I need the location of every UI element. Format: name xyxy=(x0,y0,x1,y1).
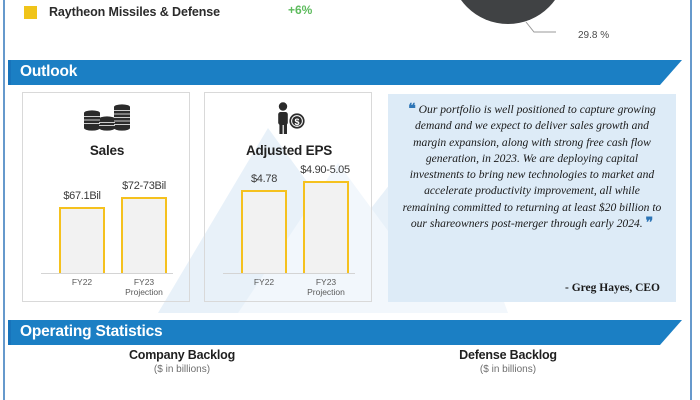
pie-slice-percent-label: 29.8 % xyxy=(578,30,610,41)
banner-accent-tick xyxy=(8,60,11,85)
chart-baseline-eps xyxy=(223,273,355,274)
kpi-card-adjusted-eps: $ Adjusted EPS $4.78 FY22 $4.90-5.05 FY2… xyxy=(204,92,372,302)
bar-sales-fy23[interactable] xyxy=(121,197,167,273)
bar-category-sales-fy23: FY23 Projection xyxy=(98,277,190,297)
opstat-column-company-backlog: Company Backlog ($ in billions) xyxy=(32,348,332,375)
opstat-subtitle-company-backlog: ($ in billions) xyxy=(153,364,211,375)
pie-leader-line xyxy=(525,21,556,33)
bar-value-eps-fy22: $4.78 xyxy=(250,173,278,185)
ceo-quote-panel: ❝ Our portfolio is well positioned to ca… xyxy=(388,94,676,302)
banner-accent-tick xyxy=(8,320,11,345)
opstat-title-company-backlog: Company Backlog xyxy=(128,348,236,362)
outlook-content: Sales $67.1Bil FY22 $72-73Bil FY23 Proje… xyxy=(8,88,682,313)
bar-eps-fy22[interactable] xyxy=(241,190,287,273)
kpi-title-adjusted-eps: Adjusted EPS xyxy=(245,143,333,158)
opstat-title-defense-backlog: Defense Backlog xyxy=(459,348,557,362)
person-dollar-icon: $ xyxy=(205,101,373,141)
bar-sales-fy22[interactable] xyxy=(59,207,105,273)
bar-chart-adjusted-eps: $4.78 FY22 $4.90-5.05 FY23 Projection xyxy=(205,164,373,300)
bar-category-line-1: FY23 xyxy=(315,277,337,287)
bar-value-sales-fy22: $67.1Bil xyxy=(63,190,101,202)
bar-category-line-2: Projection xyxy=(307,287,345,297)
bar-eps-fy23[interactable] xyxy=(303,181,349,273)
bar-category-eps-fy22: FY22 xyxy=(253,277,275,287)
coin-stacks-svg xyxy=(84,104,130,131)
section-banner-operating-statistics: Operating Statistics xyxy=(8,320,682,345)
bar-category-eps-fy23: FY23 Projection xyxy=(280,277,372,297)
kpi-title-sales: Sales xyxy=(89,143,125,158)
page-left-border xyxy=(3,0,5,400)
ceo-quote-body: Our portfolio is well positioned to capt… xyxy=(402,103,662,231)
ceo-quote-text: ❝ Our portfolio is well positioned to ca… xyxy=(402,102,662,232)
svg-text:$: $ xyxy=(294,117,299,127)
legend-item-label: Raytheon Missiles & Defense xyxy=(49,5,220,19)
bar-chart-sales: $67.1Bil FY22 $72-73Bil FY23 Projection xyxy=(23,165,191,300)
legend-item-raytheon-missiles-defense[interactable]: Raytheon Missiles & Defense xyxy=(24,2,220,22)
banner-shape xyxy=(8,60,682,85)
operating-statistics-content: Company Backlog ($ in billions) Defense … xyxy=(8,348,682,400)
legend-swatch-icon xyxy=(24,5,37,19)
segment-pie-chart xyxy=(430,0,610,34)
segment-legend: Raytheon Missiles & Defense +6% xyxy=(10,0,682,52)
close-quote-icon: ❞ xyxy=(645,216,654,232)
opstat-subtitle-defense-backlog: ($ in billions) xyxy=(479,364,537,375)
open-quote-icon: ❝ xyxy=(408,102,416,117)
bar-value-eps-fy23: $4.90-5.05 xyxy=(300,164,350,176)
bar-category-line-2: Projection xyxy=(125,287,163,297)
legend-item-delta: +6% xyxy=(288,3,313,17)
bar-category-sales-fy22: FY22 xyxy=(71,277,93,287)
bar-category-line-1: FY23 xyxy=(133,277,155,287)
coin-stacks-icon xyxy=(23,101,191,141)
page-right-border xyxy=(690,0,692,400)
bar-value-sales-fy23: $72-73Bil xyxy=(122,180,166,192)
ceo-quote-attribution: - Greg Hayes, CEO xyxy=(565,282,660,294)
banner-shape xyxy=(8,320,682,345)
opstat-column-defense-backlog: Defense Backlog ($ in billions) xyxy=(358,348,658,375)
section-title-outlook: Outlook xyxy=(20,63,78,80)
pie-chart-svg xyxy=(461,0,556,33)
kpi-card-sales: Sales $67.1Bil FY22 $72-73Bil FY23 Proje… xyxy=(22,92,190,302)
person-dollar-svg: $ xyxy=(278,102,305,134)
chart-baseline-sales xyxy=(41,273,173,274)
pie-slice-dark xyxy=(461,0,555,24)
section-banner-outlook: Outlook xyxy=(8,60,682,85)
section-title-operating-statistics: Operating Statistics xyxy=(20,323,163,340)
